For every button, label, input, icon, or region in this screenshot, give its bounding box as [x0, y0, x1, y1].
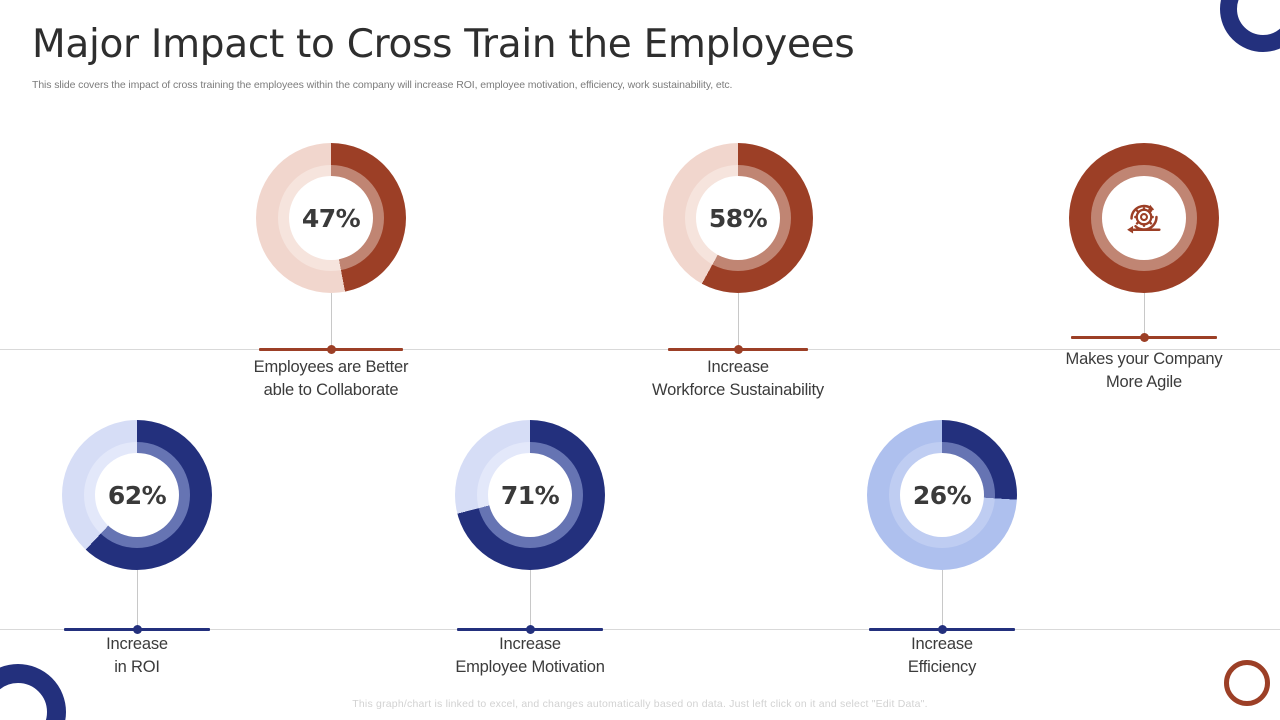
donut-caption: Increase Employee Motivation — [455, 635, 605, 676]
donut-caption: Increase Workforce Sustainability — [652, 358, 824, 399]
donut-center: 58% — [696, 176, 780, 260]
marker-dot — [132, 625, 142, 634]
connector-stem — [137, 570, 138, 629]
connector-stem — [1144, 293, 1145, 337]
page-subtitle: This slide covers the impact of cross tr… — [32, 79, 733, 91]
donut-center — [1102, 176, 1186, 260]
donut-outer-ring: 58% — [663, 143, 813, 293]
donut-outer-ring: 26% — [867, 420, 1017, 570]
donut-center: 71% — [488, 453, 572, 537]
donut-gauge[interactable] — [1069, 143, 1219, 293]
donut-caption: Increase in ROI — [106, 635, 168, 676]
gear-cycle-icon — [1121, 195, 1167, 241]
marker-dot — [733, 345, 743, 354]
donut-caption: Makes your Company More Agile — [1065, 350, 1223, 391]
donut-value-label: 47% — [301, 203, 361, 233]
connector-stem — [942, 570, 943, 629]
page-title: Major Impact to Cross Train the Employee… — [32, 22, 855, 67]
donut-gauge[interactable]: 62% — [62, 420, 212, 570]
donut-outer-ring: 71% — [455, 420, 605, 570]
donut-caption: Employees are Better able to Collaborate — [253, 358, 409, 399]
donut-gauge[interactable]: 58% — [663, 143, 813, 293]
marker-dot — [525, 625, 535, 634]
donut-caption: Increase Efficiency — [907, 635, 977, 676]
marker-dot — [937, 625, 947, 634]
connector-stem — [331, 293, 332, 349]
marker-dot — [326, 345, 336, 354]
donut-value-label: 71% — [500, 480, 560, 510]
row-divider-top — [0, 349, 1280, 350]
footer-note: This graph/chart is linked to excel, and… — [352, 698, 928, 710]
slide-header: Major Impact to Cross Train the Employee… — [32, 22, 1242, 91]
donut-center: 62% — [95, 453, 179, 537]
donut-center: 26% — [900, 453, 984, 537]
row-divider-bottom — [0, 629, 1280, 630]
donut-gauge[interactable]: 71% — [455, 420, 605, 570]
donut-outer-ring — [1069, 143, 1219, 293]
donut-outer-ring: 47% — [256, 143, 406, 293]
connector-stem — [530, 570, 531, 629]
donut-center: 47% — [289, 176, 373, 260]
donut-outer-ring: 62% — [62, 420, 212, 570]
donut-value-label: 58% — [708, 203, 768, 233]
connector-stem — [738, 293, 739, 349]
decorative-ring-bottom-right — [1224, 660, 1270, 706]
donut-value-label: 62% — [107, 480, 167, 510]
marker-dot — [1139, 333, 1149, 342]
donut-value-label: 26% — [912, 480, 972, 510]
donut-gauge[interactable]: 26% — [867, 420, 1017, 570]
donut-gauge[interactable]: 47% — [256, 143, 406, 293]
